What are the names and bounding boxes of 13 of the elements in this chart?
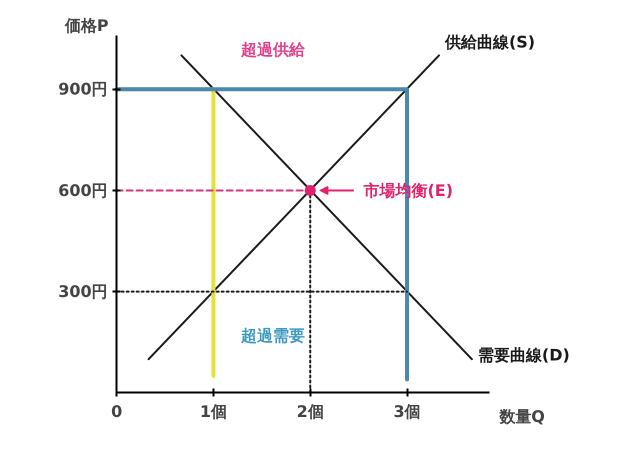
annotation: 超過供給 <box>240 40 306 60</box>
y-tick-label: 300円 <box>58 282 108 302</box>
y-axis-title: 価格P <box>64 16 109 36</box>
x-tick-label: 0 <box>111 402 122 421</box>
x-tick-label: 1個 <box>200 402 228 421</box>
y-tick-label: 900円 <box>58 80 108 99</box>
x-tick-label: 2個 <box>296 402 324 421</box>
series-label: 需要曲線(D) <box>478 346 570 365</box>
x-tick-label: 3個 <box>393 402 421 421</box>
annotation: 超過需要 <box>240 326 306 346</box>
x-axis-title: 数量Q <box>498 406 545 426</box>
series-label: 供給曲線(S) <box>444 32 536 52</box>
y-tick-label: 600円 <box>58 180 108 200</box>
